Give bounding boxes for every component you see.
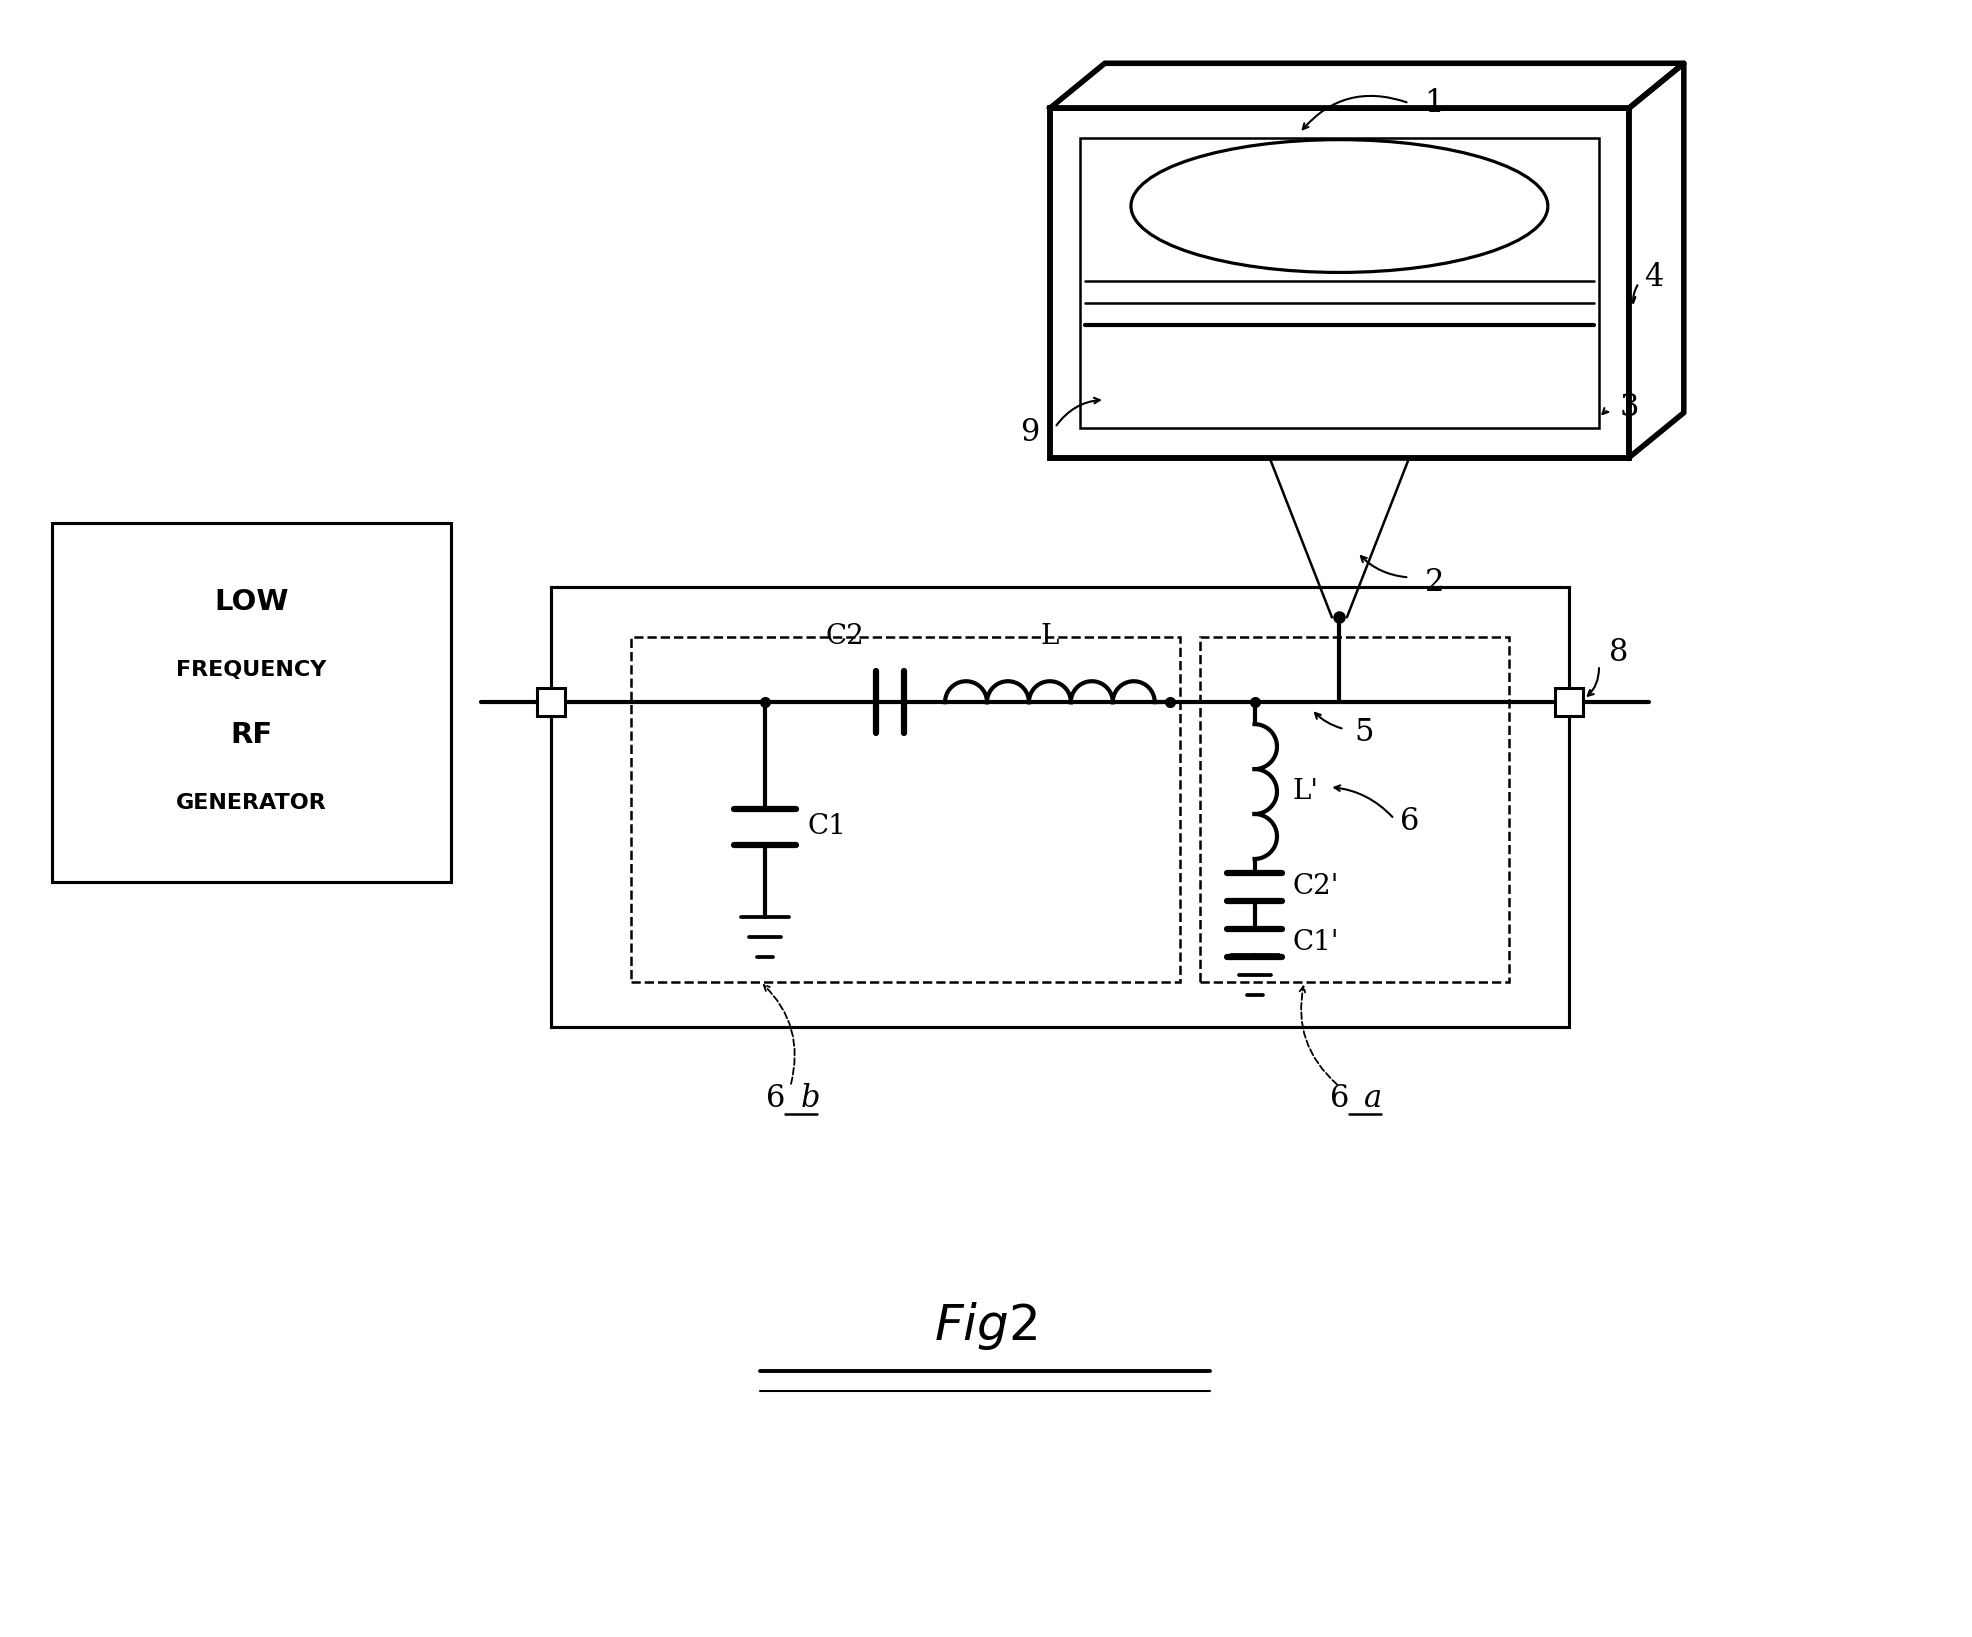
Bar <box>550 588 1570 1026</box>
Text: C1: C1 <box>807 814 846 840</box>
Text: b: b <box>801 1084 820 1115</box>
Text: 2: 2 <box>1424 566 1444 598</box>
Bar <box>1199 637 1509 982</box>
Polygon shape <box>1629 64 1684 458</box>
Bar <box>1049 108 1629 458</box>
Text: C2': C2' <box>1292 874 1339 900</box>
Text: 8: 8 <box>1609 637 1629 668</box>
Ellipse shape <box>1132 139 1548 272</box>
Bar <box>631 637 1179 982</box>
Bar <box>1556 688 1584 715</box>
Text: 6: 6 <box>1329 1084 1349 1115</box>
Bar <box>536 688 564 715</box>
Text: 1: 1 <box>1424 88 1444 120</box>
Text: 6: 6 <box>1400 807 1420 838</box>
Text: GENERATOR: GENERATOR <box>176 792 327 814</box>
Bar <box>1556 688 1584 715</box>
Bar <box>550 588 1570 1026</box>
Bar <box>1049 108 1629 458</box>
Text: 5: 5 <box>1355 717 1374 748</box>
Text: RF: RF <box>231 720 272 748</box>
Text: a: a <box>1365 1084 1382 1115</box>
Bar <box>51 522 452 882</box>
Text: $\mathit{Fig}$$\mathit{2}$: $\mathit{Fig}$$\mathit{2}$ <box>935 1300 1037 1352</box>
Text: 6: 6 <box>765 1084 785 1115</box>
Text: C1': C1' <box>1292 930 1339 956</box>
Text: L: L <box>1041 624 1059 650</box>
Polygon shape <box>1270 458 1410 617</box>
Text: 3: 3 <box>1619 393 1639 424</box>
Bar <box>536 688 564 715</box>
Text: L': L' <box>1292 778 1319 805</box>
Polygon shape <box>1049 64 1684 108</box>
Text: FREQUENCY: FREQUENCY <box>176 660 327 679</box>
Text: C2: C2 <box>826 624 864 650</box>
Text: LOW: LOW <box>215 588 288 616</box>
Bar <box>1081 138 1599 427</box>
Text: 4: 4 <box>1645 262 1664 293</box>
Text: 9: 9 <box>1020 417 1039 449</box>
Bar <box>51 522 452 882</box>
